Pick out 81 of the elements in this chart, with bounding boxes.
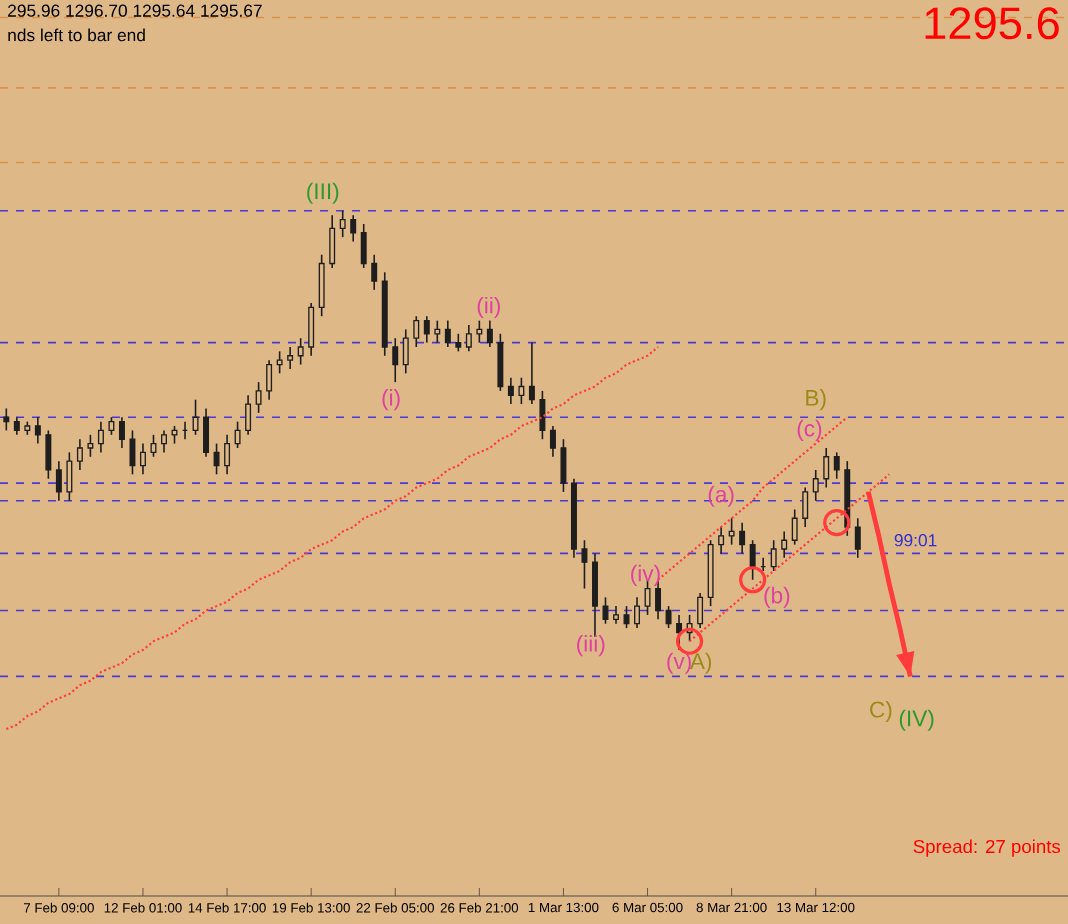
candlestick (318, 253, 325, 318)
candlestick (423, 315, 430, 344)
candlestick (465, 324, 472, 353)
candlestick (97, 420, 104, 454)
candlestick (697, 592, 704, 629)
candlestick (339, 210, 346, 238)
candlestick (287, 346, 294, 370)
candlestick (528, 341, 535, 405)
candlestick (497, 333, 504, 392)
annotation: (b) (764, 586, 790, 608)
candlestick (55, 460, 62, 502)
candlestick (245, 394, 252, 436)
candlestick (66, 451, 73, 502)
candlestick (718, 526, 725, 555)
annotation: B) (806, 389, 826, 411)
text: (v) (667, 652, 691, 674)
candlestick (192, 398, 199, 436)
candlestick (76, 438, 83, 471)
annotation: (i) (382, 389, 400, 411)
text: 295.96 1296.70 1295.64 1295.67 (8, 4, 262, 17)
text: Spread: 27 points (913, 839, 1061, 857)
candlestick (371, 253, 378, 291)
candlestick (161, 429, 167, 454)
text: A) (689, 652, 712, 674)
candlestick (476, 319, 483, 344)
candlestick (203, 407, 210, 458)
candlestick (581, 539, 588, 590)
annotation: (iv) (631, 564, 660, 586)
candlestick (444, 319, 451, 348)
candlestick (255, 381, 262, 414)
text: C) (870, 700, 892, 723)
text: nds left to bar end (8, 28, 145, 42)
annotation: (c) (797, 419, 822, 441)
candlestick (749, 539, 756, 581)
text: 1295.6 (925, 7, 1059, 40)
candlestick (413, 315, 420, 348)
candlestick (812, 469, 819, 502)
candlestick (118, 416, 125, 449)
annotation: (a) (708, 485, 734, 507)
candlestick (213, 442, 220, 476)
candlestick (634, 596, 641, 629)
candlestick (350, 214, 357, 243)
candlestick (392, 337, 399, 383)
candlestick (781, 530, 788, 559)
candlestick (3, 407, 10, 432)
candlestick (297, 337, 304, 366)
candlestick (34, 416, 41, 445)
candlestick (560, 438, 567, 493)
candlestick (739, 521, 746, 555)
candlestick (87, 434, 94, 458)
candlestick (234, 420, 241, 449)
text: (IV) (899, 709, 934, 731)
candlestick (45, 429, 52, 480)
candlestick (802, 486, 809, 528)
candlestick (129, 429, 136, 476)
candlestick (665, 605, 672, 629)
candlestick (823, 447, 830, 489)
annotation: (ii) (477, 296, 500, 318)
candlestick (791, 508, 798, 546)
candlestick (518, 376, 525, 405)
candlestick (507, 376, 514, 405)
candlestick (539, 390, 546, 441)
candlestick (276, 350, 283, 375)
candlestick (139, 442, 146, 476)
annotation: (iii) (577, 635, 605, 657)
candlestick (434, 319, 441, 344)
candlestick (308, 302, 315, 357)
candlestick (402, 328, 409, 375)
candlestick (486, 319, 493, 348)
candlestick (854, 517, 861, 559)
candlestick (360, 223, 367, 269)
candlestick (266, 359, 273, 401)
annotation: 99:01 (894, 534, 937, 547)
candlestick (728, 517, 735, 546)
candlestick (549, 425, 556, 458)
candlestick (224, 434, 231, 476)
candlestick (592, 552, 598, 638)
text: (III) (307, 182, 339, 204)
candlestick (833, 451, 840, 480)
candlestick (770, 539, 777, 572)
candlestick (329, 214, 336, 269)
